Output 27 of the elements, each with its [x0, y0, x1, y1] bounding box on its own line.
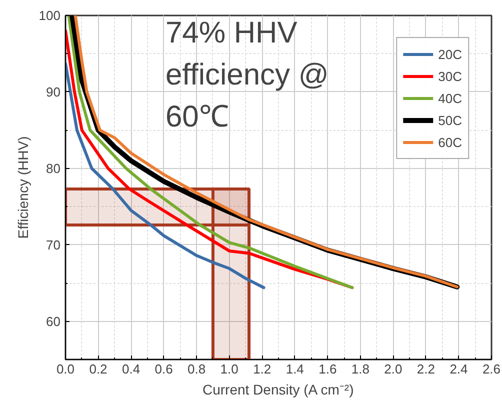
x-tick-label: 2.6 [482, 362, 501, 376]
x-tick-label: 1.2 [253, 362, 272, 376]
y-tick-label: 100 [38, 8, 61, 23]
x-tick-label: 1.8 [351, 362, 370, 376]
x-tick-label: 0.0 [56, 362, 75, 376]
y-axis-title: Efficiency (HHV) [14, 136, 31, 239]
annotation: 74% HHV efficiency @ 60℃ [166, 16, 329, 134]
x-tick-label: 2.4 [450, 362, 468, 376]
x-tick-label: 1.0 [220, 362, 238, 376]
legend-label: 50C [438, 112, 462, 128]
y-tick-label: 60 [46, 314, 61, 329]
y-tick-label: 80 [46, 160, 61, 176]
x-tick-label: 0.2 [89, 362, 108, 376]
x-tick-label: 2.0 [384, 362, 402, 376]
x-tick-label: 1.4 [286, 362, 304, 376]
x-axis-title: Current Density (A cm⁻²) [202, 382, 354, 398]
x-tick-label: 0.8 [188, 362, 206, 376]
y-tick-label: 90 [46, 84, 61, 100]
x-tick-label: 0.4 [122, 362, 140, 376]
legend-label: 30C [438, 68, 462, 84]
x-tick-label: 1.6 [318, 362, 337, 376]
y-tick-label: 70 [46, 237, 61, 252]
x-tick-label: 2.2 [416, 362, 436, 376]
legend-label: 40C [438, 90, 462, 106]
x-tick-label: 0.6 [154, 362, 173, 376]
legend-label: 20C [438, 46, 462, 62]
legend-label: 60C [438, 134, 462, 150]
